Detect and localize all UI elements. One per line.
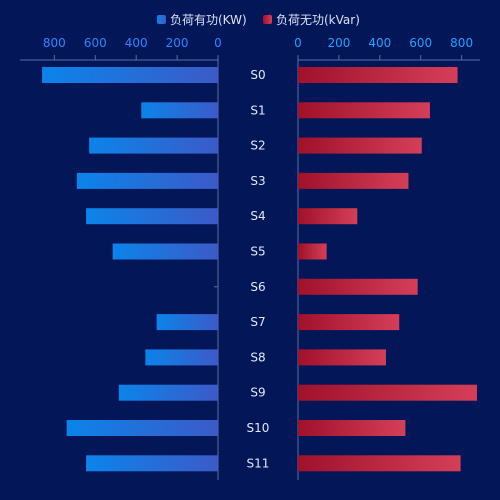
reactive-power-bars	[298, 67, 477, 472]
reactive-power-bar[interactable]	[298, 67, 458, 83]
right-axis-tick-label: 800	[450, 36, 473, 50]
category-label: S9	[250, 386, 265, 400]
active-power-bar[interactable]	[145, 349, 218, 366]
legend-label-reactive[interactable]: 负荷无功(kVar)	[276, 13, 360, 27]
category-label: S10	[247, 421, 270, 435]
category-label: S1	[250, 103, 265, 117]
reactive-power-bar[interactable]	[298, 172, 409, 189]
reactive-power-bar[interactable]	[298, 455, 461, 472]
left-axis-tick-label: 0	[214, 36, 222, 50]
legend: 负荷有功(KW) 负荷无功(kVar)	[157, 13, 360, 27]
left-axis-tick-label: 600	[84, 36, 107, 50]
reactive-power-bar[interactable]	[298, 314, 400, 331]
reactive-power-bar[interactable]	[298, 420, 406, 436]
active-power-bar[interactable]	[118, 384, 218, 401]
legend-swatch-active[interactable]	[157, 15, 166, 24]
reactive-power-bar[interactable]	[298, 208, 358, 225]
left-axis: 800 600 400 200 0	[20, 36, 222, 480]
active-power-bar[interactable]	[89, 137, 219, 154]
reactive-power-bar[interactable]	[298, 102, 430, 119]
active-power-bar[interactable]	[76, 172, 218, 189]
category-label: S5	[250, 245, 265, 259]
right-axis: 0 200 400 600 800	[294, 36, 480, 480]
category-label: S4	[250, 209, 265, 223]
category-label: S0	[250, 68, 265, 82]
category-label: S6	[250, 280, 265, 294]
category-label: S7	[250, 315, 265, 329]
right-axis-tick-label: 400	[368, 36, 391, 50]
right-axis-tick-label: 600	[409, 36, 432, 50]
left-axis-tick-label: 400	[125, 36, 148, 50]
reactive-power-bar[interactable]	[298, 243, 327, 260]
active-power-bar[interactable]	[66, 420, 219, 436]
left-axis-tick-label: 800	[43, 36, 66, 50]
reactive-power-bar[interactable]	[298, 137, 422, 154]
active-power-bar[interactable]	[42, 67, 218, 83]
left-axis-tick-label: 200	[166, 36, 189, 50]
reactive-power-bar[interactable]	[298, 349, 386, 366]
active-power-bar[interactable]	[156, 314, 218, 331]
right-axis-tick-label: 0	[294, 36, 302, 50]
category-label: S11	[247, 456, 270, 470]
category-label: S8	[250, 350, 265, 364]
category-labels: S0 S1 S2 S3 S4 S5 S6 S7 S8 S9 S10 S11	[247, 68, 270, 470]
reactive-power-bar[interactable]	[298, 278, 418, 295]
active-power-bars	[42, 67, 219, 472]
active-power-bar[interactable]	[86, 455, 219, 472]
legend-label-active[interactable]: 负荷有功(KW)	[170, 13, 247, 27]
active-power-bar[interactable]	[86, 208, 219, 225]
active-power-bar[interactable]	[112, 243, 218, 260]
legend-swatch-reactive[interactable]	[263, 15, 272, 24]
active-power-bar[interactable]	[141, 102, 218, 119]
reactive-power-bar[interactable]	[298, 384, 477, 401]
category-label: S2	[250, 139, 265, 153]
category-label: S3	[250, 174, 265, 188]
right-axis-tick-label: 200	[327, 36, 350, 50]
